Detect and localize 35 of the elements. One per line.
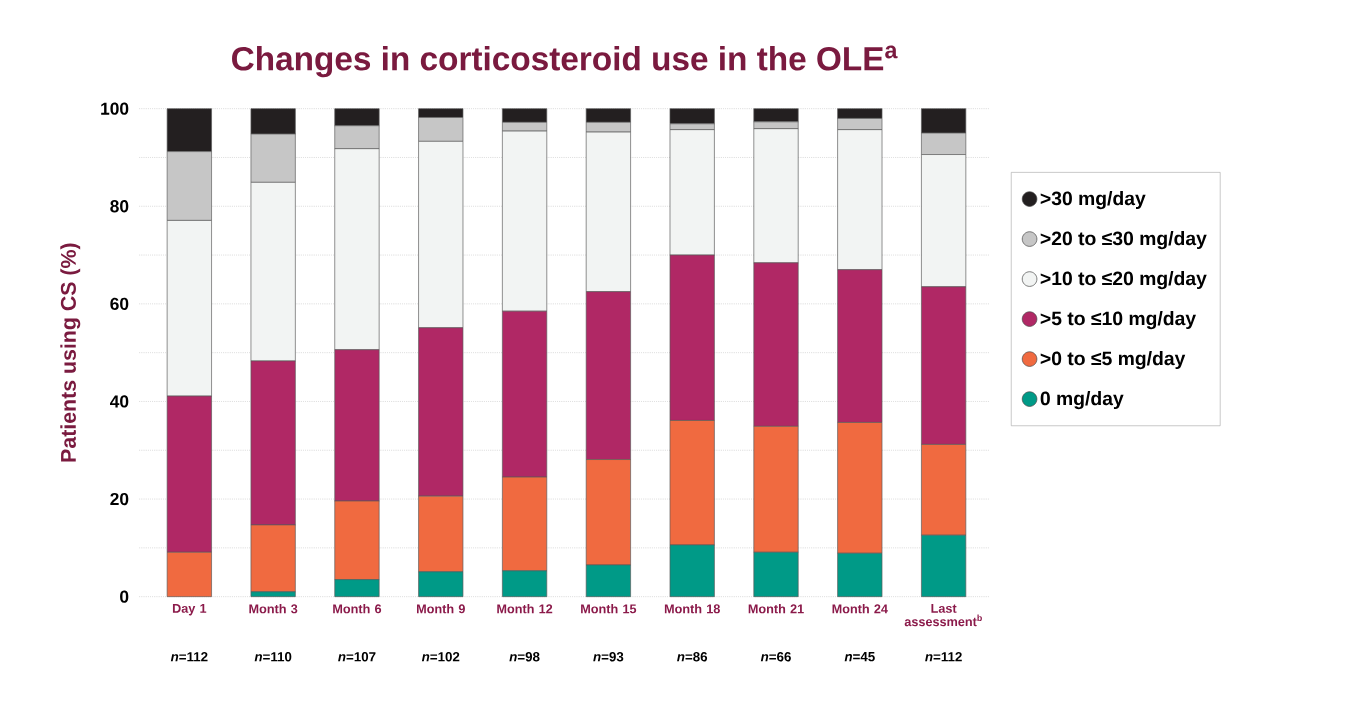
- text: n=107: [338, 652, 376, 662]
- y-tick-label: 80: [110, 200, 129, 213]
- y-tick-label: 100: [101, 102, 129, 115]
- text: n=112: [925, 652, 962, 662]
- y-tick-label: 40: [110, 395, 129, 408]
- x-tick-label: Month 18: [664, 604, 720, 614]
- x-tick-label: Month 15: [581, 604, 637, 614]
- text: n=112: [170, 652, 208, 662]
- y-tick-label: 60: [110, 297, 129, 311]
- x-tick-label: Month 9: [417, 604, 465, 614]
- text: n=102: [421, 652, 460, 662]
- legend-label: >20 to ≤30 mg/day: [1040, 231, 1207, 250]
- legend-label: >0 to ≤5 mg/day: [1040, 351, 1186, 370]
- y-tick-label: 0: [120, 590, 129, 603]
- chart-title: Changes in corticosteroid use in the OLE$^{a}$: [232, 45, 898, 78]
- x-tick-label: Month 12: [497, 604, 553, 614]
- text: n=110: [254, 652, 292, 662]
- text: n=45: [844, 652, 875, 662]
- x-tick-label: Month 3: [249, 604, 298, 614]
- x-tick-label: Month 6: [333, 604, 382, 614]
- text: n=86: [677, 652, 708, 662]
- bar: [669, 108, 715, 125]
- text: >10 to ≤20 mg/day: [1040, 271, 1207, 290]
- y-axis-title: Patients using CS (%): [60, 243, 81, 462]
- y-tick-label: 20: [110, 493, 129, 506]
- x-tick-label: Month 21: [748, 604, 804, 614]
- x-tick-label: Day 1: [172, 604, 207, 616]
- x-tick-label: Last assessment$^{b}$: [904, 604, 982, 627]
- x-tick-label: Month 24: [832, 604, 888, 614]
- legend-label: >5 to ≤10 mg/day: [1040, 311, 1196, 330]
- legend-label: >30 mg/day: [1040, 191, 1146, 210]
- legend-label: 0 mg/day: [1040, 391, 1124, 410]
- text: n=93: [593, 652, 624, 662]
- text: n=98: [509, 652, 540, 662]
- text: n=66: [760, 652, 791, 662]
